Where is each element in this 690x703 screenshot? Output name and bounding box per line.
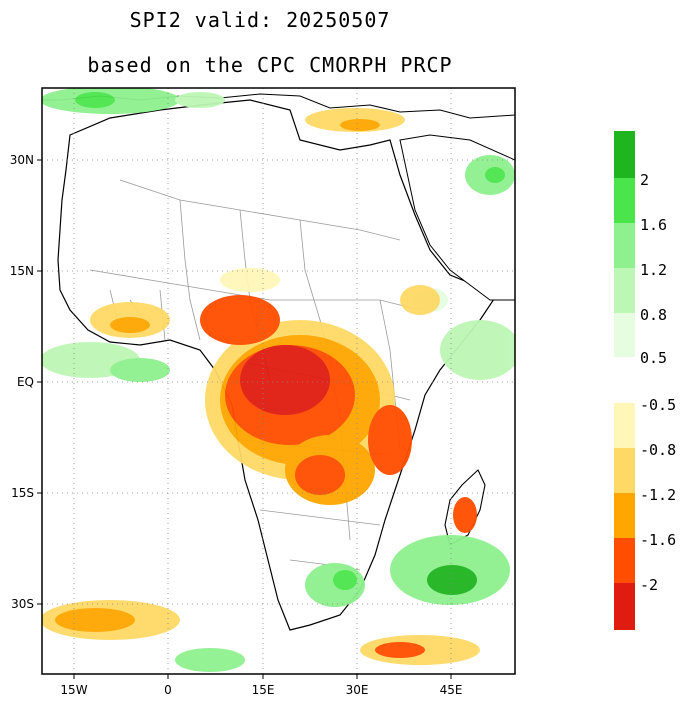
colorbar-wet-swatch-3 <box>614 223 635 268</box>
map-frame <box>41 87 516 675</box>
colorbar-wet-label-4: 0.8 <box>640 306 667 324</box>
colorbar-dry-label-4: -1.6 <box>640 531 676 549</box>
lat-label-30s: 30S <box>11 597 34 611</box>
colorbar-wet-label-5: 0.5 <box>640 349 667 367</box>
lon-label-45e: 45E <box>440 683 463 697</box>
colorbar-wet-swatch-1 <box>614 131 635 178</box>
lat-label-eq: EQ <box>17 375 34 389</box>
map-area <box>42 88 515 674</box>
lat-label-30n: 30N <box>10 153 34 167</box>
colorbar-wet-label-3: 1.2 <box>640 261 667 279</box>
colorbar-wet-swatch-5 <box>614 313 635 357</box>
colorbar-dry-label-2: -0.8 <box>640 441 676 459</box>
lon-label-30e: 30E <box>346 683 369 697</box>
lon-label-0: 0 <box>164 683 172 697</box>
colorbar-dry-label-5: -2 <box>640 576 658 594</box>
colorbar-dry <box>614 403 635 630</box>
colorbar-wet-label-1: 2 <box>640 171 649 189</box>
colorbar-wet-swatch-2 <box>614 178 635 223</box>
colorbar-dry-swatch-5 <box>614 583 635 630</box>
map-title: SPI2 valid: 20250507 <box>129 8 391 32</box>
lon-label-15e: 15E <box>252 683 275 697</box>
colorbar-wet <box>614 131 635 357</box>
colorbar-wet-label-2: 1.6 <box>640 216 667 234</box>
colorbar-dry-swatch-3 <box>614 493 635 538</box>
colorbar-dry-swatch-4 <box>614 538 635 583</box>
wet-anomalies <box>42 88 515 672</box>
tick-marks <box>37 159 452 679</box>
colorbar-dry-label-1: -0.5 <box>640 396 676 414</box>
colorbar-dry-swatch-2 <box>614 448 635 493</box>
lat-label-15s: 15S <box>11 486 34 500</box>
map-subtitle: based on the CPC CMORPH PRCP <box>87 53 453 77</box>
dry-anomalies <box>42 108 480 665</box>
colorbar-wet-swatch-4 <box>614 268 635 313</box>
lat-label-15n: 15N <box>10 264 34 278</box>
colorbar-dry-label-3: -1.2 <box>640 486 676 504</box>
colorbar-dry-swatch-1 <box>614 403 635 448</box>
lon-label-15w: 15W <box>60 683 87 697</box>
